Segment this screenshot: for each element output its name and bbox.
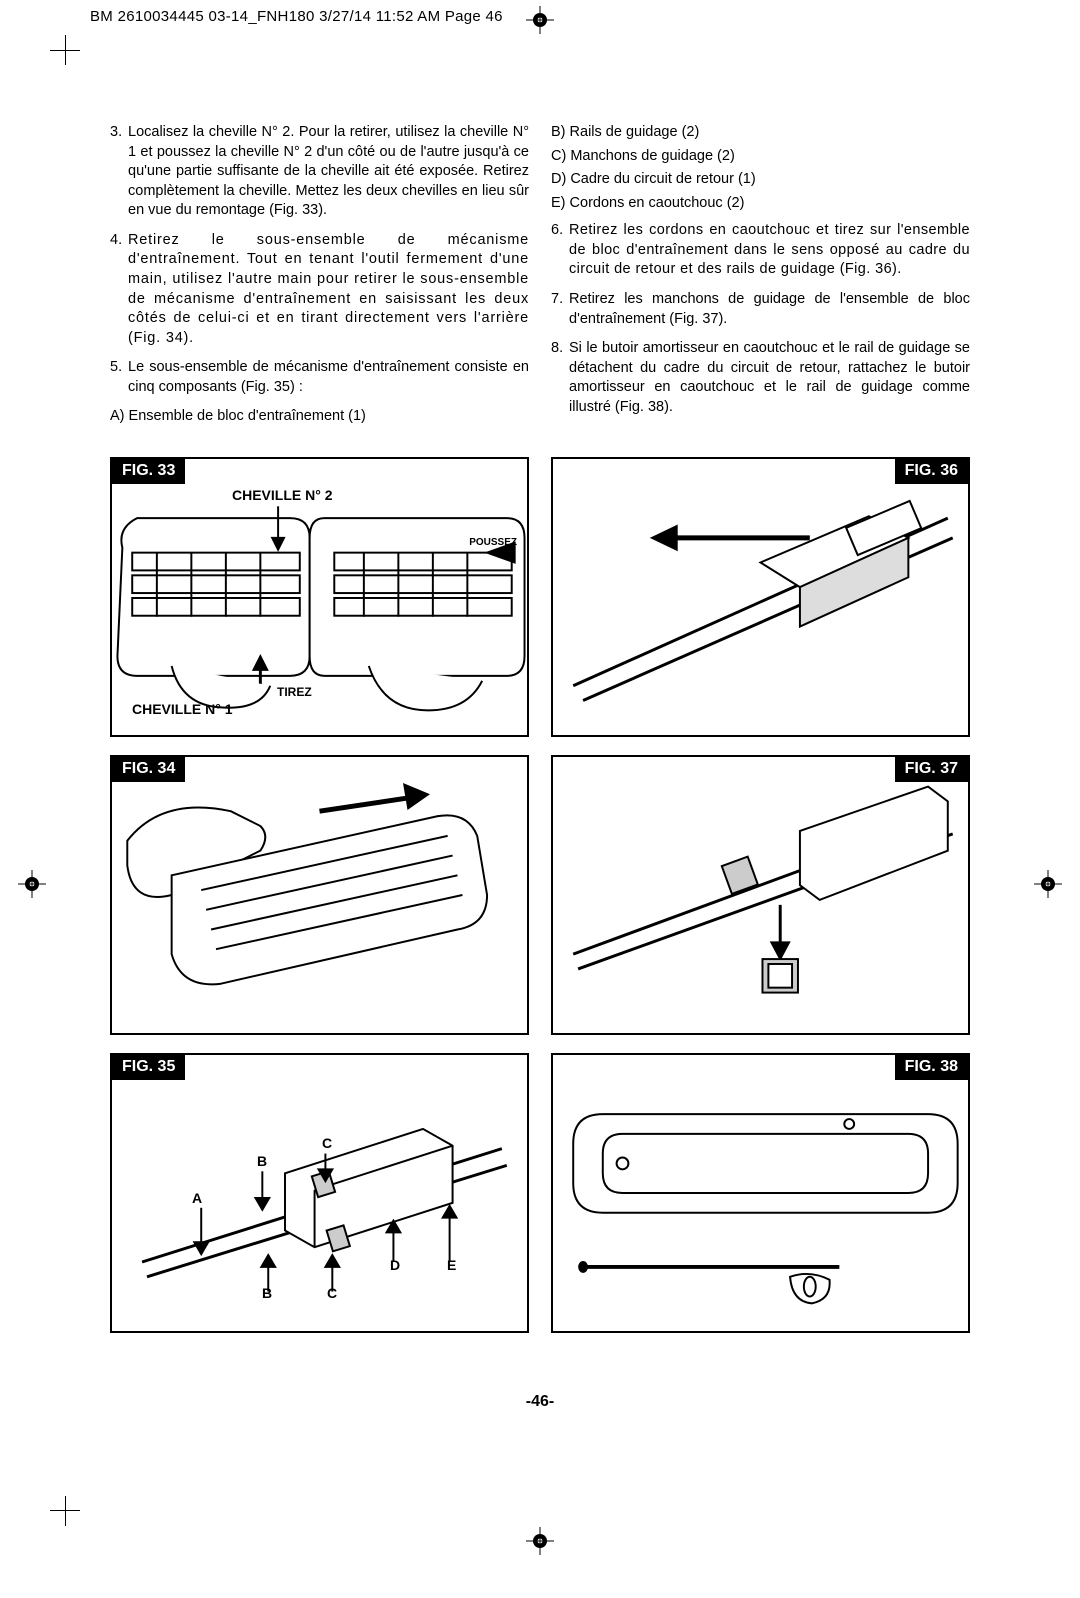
figure-38-illustration xyxy=(553,1055,968,1331)
list-number: 8. xyxy=(551,339,569,417)
figure-35: FIG. 35 A B B C C D E xyxy=(110,1053,529,1333)
annotation-tirez: TIREZ xyxy=(277,685,312,699)
annotation-C-bot: C xyxy=(327,1285,337,1301)
list-text: Retirez le sous-ensemble de mécanisme d'… xyxy=(128,231,529,348)
list-item-8: 8. Si le butoir amortisseur en caoutchou… xyxy=(551,339,970,417)
list-item-5: 5. Le sous-ensemble de mécanisme d'entra… xyxy=(110,358,529,397)
left-column: 3. Localisez la cheville N° 2. Pour la r… xyxy=(110,123,529,431)
list-item-7: 7. Retirez les manchons de guidage de l'… xyxy=(551,290,970,329)
figure-label: FIG. 38 xyxy=(895,1055,968,1080)
annotation-cheville2: CHEVILLE N° 2 xyxy=(232,487,333,503)
registration-mark-top xyxy=(526,6,554,34)
figure-35-illustration xyxy=(112,1055,527,1331)
page-number: -46- xyxy=(110,1393,970,1411)
annotation-B-bot: B xyxy=(262,1285,272,1301)
annotation-E: E xyxy=(447,1257,456,1273)
list-item-4: 4. Retirez le sous-ensemble de mécanisme… xyxy=(110,231,529,348)
list-number: 6. xyxy=(551,221,569,280)
figure-33: FIG. 33 CHEVILLE N° 2 CHEVILLE N° 1 TIRE… xyxy=(110,457,529,737)
list-text: Retirez les cordons en caoutchouc et tir… xyxy=(569,221,970,280)
figure-label: FIG. 37 xyxy=(895,757,968,782)
component-line-C: C) Manchons de guidage (2) xyxy=(551,147,970,167)
annotation-B-top: B xyxy=(257,1153,267,1169)
figure-34-illustration xyxy=(112,757,527,1033)
list-number: 3. xyxy=(110,123,128,221)
list-item-3: 3. Localisez la cheville N° 2. Pour la r… xyxy=(110,123,529,221)
annotation-cheville1: CHEVILLE N° 1 xyxy=(132,701,233,717)
list-number: 5. xyxy=(110,358,128,397)
figure-36: FIG. 36 xyxy=(551,457,970,737)
list-text: Si le butoir amortisseur en caoutchouc e… xyxy=(569,339,970,417)
list-text: Le sous-ensemble de mécanisme d'entraîne… xyxy=(128,358,529,397)
figure-label: FIG. 36 xyxy=(895,459,968,484)
figure-grid: FIG. 33 CHEVILLE N° 2 CHEVILLE N° 1 TIRE… xyxy=(110,457,970,1333)
figure-37: FIG. 37 xyxy=(551,755,970,1035)
component-line-A: A) Ensemble de bloc d'entraînement (1) xyxy=(110,407,529,427)
page-content: 3. Localisez la cheville N° 2. Pour la r… xyxy=(0,33,1080,1441)
figure-34: FIG. 34 xyxy=(110,755,529,1035)
crop-mark xyxy=(65,35,66,65)
list-item-6: 6. Retirez les cordons en caoutchouc et … xyxy=(551,221,970,280)
figure-36-illustration xyxy=(553,459,968,735)
annotation-A: A xyxy=(192,1190,202,1206)
figure-38: FIG. 38 xyxy=(551,1053,970,1333)
list-number: 7. xyxy=(551,290,569,329)
figure-label: FIG. 33 xyxy=(112,459,185,484)
annotation-poussez: POUSSEZ xyxy=(469,537,517,548)
component-line-D: D) Cadre du circuit de retour (1) xyxy=(551,170,970,190)
figure-label: FIG. 34 xyxy=(112,757,185,782)
list-number: 4. xyxy=(110,231,128,348)
figure-label: FIG. 35 xyxy=(112,1055,185,1080)
registration-mark-right xyxy=(1034,870,1062,898)
right-column: B) Rails de guidage (2) C) Manchons de g… xyxy=(551,123,970,431)
crop-mark xyxy=(65,1496,66,1526)
list-text: Localisez la cheville N° 2. Pour la reti… xyxy=(128,123,529,221)
annotation-D: D xyxy=(390,1257,400,1273)
component-line-E: E) Cordons en caoutchouc (2) xyxy=(551,194,970,214)
component-line-B: B) Rails de guidage (2) xyxy=(551,123,970,143)
registration-mark-left xyxy=(18,870,46,898)
text-columns: 3. Localisez la cheville N° 2. Pour la r… xyxy=(110,123,970,431)
figure-37-illustration xyxy=(553,757,968,1033)
registration-mark-bottom xyxy=(526,1527,554,1555)
annotation-C-top: C xyxy=(322,1135,332,1151)
list-text: Retirez les manchons de guidage de l'ens… xyxy=(569,290,970,329)
